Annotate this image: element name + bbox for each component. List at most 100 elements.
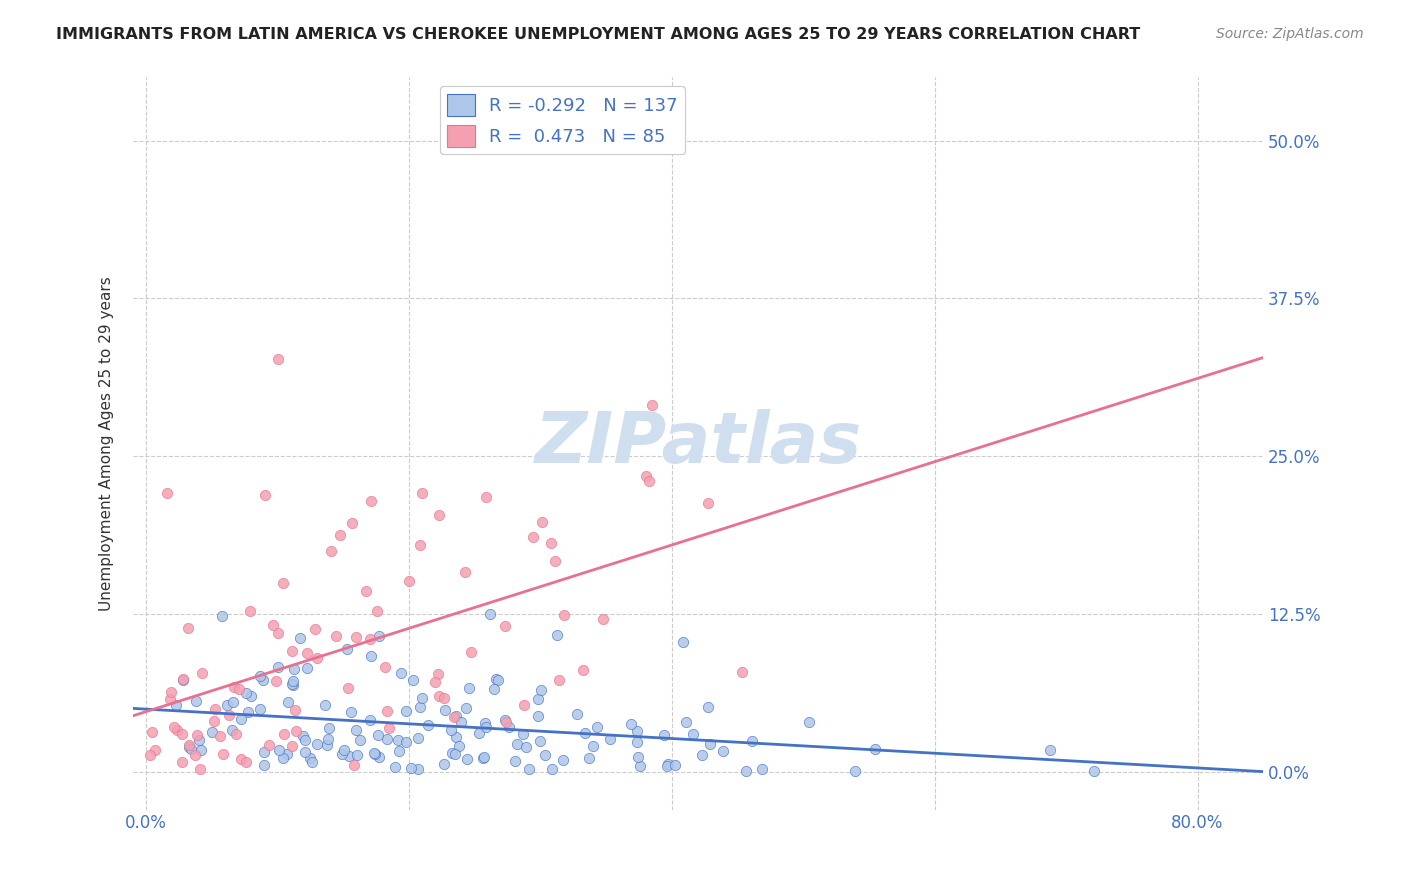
Point — [235, 686, 257, 700]
Point — [187, 733, 209, 747]
Point — [402, 673, 425, 687]
Point — [460, 645, 482, 659]
Point — [283, 662, 305, 676]
Point — [267, 660, 290, 674]
Point — [240, 689, 263, 703]
Point — [330, 747, 353, 762]
Point — [443, 710, 465, 724]
Point — [367, 750, 389, 764]
Point — [512, 726, 534, 740]
Point — [377, 722, 399, 736]
Point — [641, 398, 664, 412]
Point — [457, 681, 479, 696]
Point — [285, 724, 308, 739]
Point — [344, 723, 367, 737]
Point — [349, 733, 371, 747]
Point — [515, 739, 537, 754]
Point — [159, 685, 181, 699]
Point — [222, 680, 245, 694]
Point — [273, 727, 295, 741]
Point — [295, 661, 318, 675]
Point — [294, 732, 316, 747]
Point — [235, 755, 257, 769]
Point — [271, 750, 294, 764]
Point — [360, 649, 382, 664]
Point — [292, 729, 315, 743]
Point — [657, 759, 679, 773]
Point — [474, 720, 496, 734]
Point — [344, 630, 367, 644]
Point — [567, 706, 589, 721]
Point — [472, 750, 495, 764]
Point — [395, 704, 418, 718]
Point — [212, 747, 235, 762]
Point — [375, 731, 398, 746]
Point — [276, 747, 298, 761]
Point — [389, 665, 412, 680]
Point — [630, 758, 652, 772]
Point — [711, 744, 734, 758]
Point — [333, 743, 356, 757]
Point — [204, 701, 226, 715]
Point — [578, 751, 600, 765]
Point — [364, 747, 387, 761]
Point — [456, 752, 478, 766]
Point — [253, 758, 276, 772]
Point — [494, 714, 516, 728]
Point — [360, 494, 382, 508]
Point — [170, 726, 193, 740]
Point — [257, 738, 280, 752]
Point — [672, 635, 695, 649]
Point — [423, 674, 446, 689]
Point — [143, 743, 166, 757]
Point — [172, 673, 194, 688]
Point — [513, 698, 536, 712]
Point — [264, 673, 287, 688]
Point — [139, 748, 162, 763]
Point — [551, 753, 574, 767]
Point — [359, 713, 381, 727]
Point — [262, 618, 284, 632]
Point — [340, 516, 363, 531]
Point — [406, 731, 429, 745]
Point — [367, 728, 389, 742]
Point — [443, 747, 465, 762]
Point — [530, 682, 553, 697]
Point — [337, 748, 360, 763]
Point — [288, 631, 311, 645]
Point — [484, 673, 506, 687]
Y-axis label: Unemployment Among Ages 25 to 29 years: Unemployment Among Ages 25 to 29 years — [100, 277, 114, 611]
Point — [183, 747, 205, 762]
Point — [411, 690, 433, 705]
Point — [1083, 764, 1105, 778]
Point — [627, 750, 650, 764]
Point — [531, 515, 554, 529]
Point — [599, 732, 621, 747]
Point — [638, 474, 661, 488]
Point — [368, 629, 391, 643]
Point — [1039, 742, 1062, 756]
Point — [319, 543, 342, 558]
Point — [359, 632, 381, 646]
Point — [751, 762, 773, 776]
Point — [387, 733, 409, 747]
Point — [388, 744, 411, 758]
Legend: R = -0.292   N = 137, R =  0.473   N = 85: R = -0.292 N = 137, R = 0.473 N = 85 — [440, 87, 685, 154]
Point — [266, 626, 288, 640]
Point — [450, 715, 472, 730]
Point — [474, 715, 496, 730]
Point — [343, 758, 366, 772]
Point — [440, 723, 463, 737]
Point — [249, 702, 271, 716]
Point — [159, 692, 181, 706]
Point — [163, 721, 186, 735]
Point — [427, 508, 450, 522]
Point — [228, 681, 250, 696]
Point — [472, 750, 495, 764]
Point — [498, 720, 520, 734]
Point — [592, 612, 614, 626]
Point — [315, 738, 337, 752]
Point — [657, 757, 679, 772]
Point — [582, 739, 605, 753]
Point — [731, 665, 754, 679]
